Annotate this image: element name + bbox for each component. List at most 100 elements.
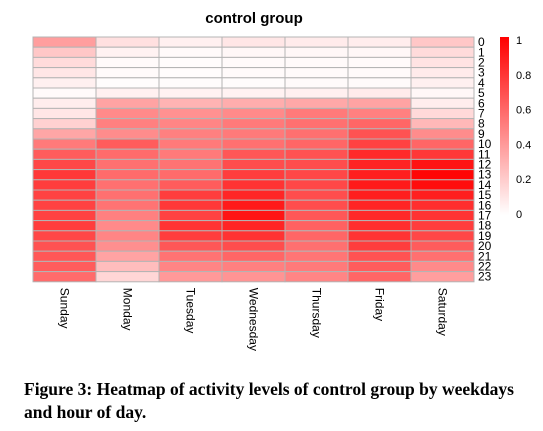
- heatmap-cell: [221, 87, 286, 99]
- heatmap-cell: [95, 56, 160, 69]
- heatmap-cell: [284, 67, 349, 79]
- heatmap-cell: [221, 46, 286, 58]
- heatmap-cell: [32, 230, 97, 242]
- heatmap-cell: [95, 250, 160, 262]
- heatmap-cell: [221, 230, 286, 242]
- row-tick-label: 21: [478, 249, 492, 263]
- heatmap-cell: [347, 209, 412, 222]
- heatmap-cell: [32, 179, 97, 191]
- heatmap-cell: [158, 67, 223, 79]
- column-tick-label: Thursday: [310, 288, 324, 338]
- row-tick-label: 18: [478, 219, 492, 233]
- heatmap-cell: [284, 36, 349, 48]
- heatmap-cell: [95, 158, 160, 171]
- heatmap-cell: [95, 199, 160, 211]
- column-tick-label: Saturday: [436, 288, 450, 336]
- heatmap-cell: [158, 46, 223, 58]
- figure-caption: Figure 3: Heatmap of activity levels of …: [24, 379, 514, 422]
- heatmap-cell: [95, 230, 160, 242]
- heatmap-cell: [347, 128, 412, 140]
- heatmap-cell: [221, 240, 286, 252]
- heatmap-cell: [410, 250, 475, 262]
- heatmap-cell: [32, 138, 97, 150]
- heatmap-cell: [158, 158, 223, 171]
- heatmap-cell: [410, 230, 475, 242]
- heatmap-cell: [158, 169, 223, 181]
- heatmap-cell: [284, 260, 349, 273]
- heatmap-cell: [221, 118, 286, 130]
- heatmap-cell: [410, 138, 475, 150]
- column-tick-label: Monday: [121, 288, 135, 331]
- row-tick-label: 8: [478, 117, 485, 131]
- heatmap-cell: [32, 260, 97, 273]
- heatmap-cell: [158, 199, 223, 211]
- row-tick-label: 0: [478, 35, 485, 49]
- row-tick-label: 11: [478, 147, 491, 161]
- heatmap-cell: [32, 240, 97, 252]
- legend-tick-label: 1: [516, 35, 522, 47]
- heatmap-chart: 01234567891011121314151617181920212223Su…: [32, 35, 531, 351]
- heatmap-cell: [95, 179, 160, 191]
- heatmap-cell: [221, 97, 286, 109]
- column-tick-label: Sunday: [58, 288, 72, 329]
- heatmap-cell: [410, 220, 475, 232]
- column-tick-label: Wednesday: [247, 288, 261, 351]
- heatmap-cell: [95, 97, 160, 109]
- row-tick-label: 1: [478, 45, 485, 59]
- heatmap-cell: [410, 260, 475, 273]
- heatmap-cell: [284, 148, 349, 160]
- heatmap-cell: [347, 189, 412, 201]
- heatmap-cell: [284, 169, 349, 181]
- heatmap-cell: [284, 250, 349, 262]
- heatmap-cell: [347, 199, 412, 211]
- heatmap-cell: [347, 271, 412, 283]
- heatmap-cell: [410, 97, 475, 109]
- heatmap-cell: [158, 56, 223, 69]
- heatmap-cell: [95, 148, 160, 160]
- row-tick-label: 12: [478, 158, 492, 172]
- heatmap-cell: [284, 199, 349, 211]
- legend-tick-label: 0.6: [516, 105, 531, 117]
- heatmap-cell: [95, 240, 160, 252]
- heatmap-cell: [158, 271, 223, 283]
- heatmap-cell: [284, 240, 349, 252]
- heatmap-figure: control group 0 1 2 3 4 5 6 7 8 9 10 11 12 13 14 15 16 17…: [32, 10, 531, 351]
- heatmap-cell: [158, 107, 223, 120]
- chart-title: control group: [205, 10, 303, 27]
- heatmap-cell: [158, 230, 223, 242]
- heatmap-cell: [158, 220, 223, 232]
- row-tick-label: 16: [478, 198, 492, 212]
- color-legend-bar: [500, 37, 509, 215]
- heatmap-cell: [221, 169, 286, 181]
- heatmap-cell: [32, 67, 97, 79]
- heatmap-cell: [95, 220, 160, 232]
- heatmap-cell: [158, 148, 223, 160]
- heatmap-cell: [32, 107, 97, 120]
- heatmap-cell: [221, 220, 286, 232]
- heatmap-cell: [284, 97, 349, 109]
- heatmap-cell: [32, 250, 97, 262]
- heatmap-cell: [95, 209, 160, 222]
- heatmap-cell: [158, 260, 223, 273]
- heatmap-cell: [95, 107, 160, 120]
- heatmap-cell: [158, 209, 223, 222]
- heatmap-cell: [32, 56, 97, 69]
- heatmap-cell: [410, 87, 475, 99]
- heatmap-cell: [284, 87, 349, 99]
- heatmap-cell: [347, 67, 412, 79]
- heatmap-cell: [347, 56, 412, 69]
- heatmap-cell: [32, 169, 97, 181]
- heatmap-cell: [347, 97, 412, 109]
- heatmap-cell: [347, 158, 412, 171]
- heatmap-cell: [158, 87, 223, 99]
- heatmap-cell: [221, 199, 286, 211]
- heatmap-cell: [32, 128, 97, 140]
- legend-tick-label: 0.8: [516, 70, 531, 82]
- row-tick-label: 23: [478, 270, 492, 284]
- heatmap-cell: [284, 118, 349, 130]
- heatmap-cell: [347, 87, 412, 99]
- heatmap-cell: [158, 179, 223, 191]
- heatmap-cell: [284, 107, 349, 120]
- heatmap-cell: [284, 138, 349, 150]
- heatmap-cell: [158, 77, 223, 89]
